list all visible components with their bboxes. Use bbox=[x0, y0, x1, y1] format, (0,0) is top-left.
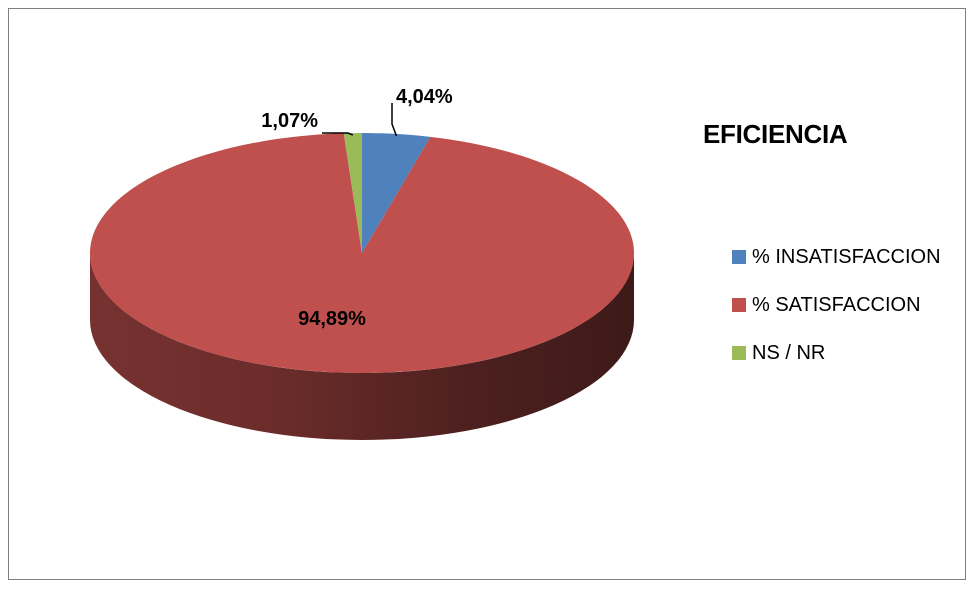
legend-label: NS / NR bbox=[752, 341, 826, 364]
legend-swatch bbox=[732, 250, 746, 264]
pie-slice-insatisfaccion bbox=[362, 133, 431, 253]
pie-side-1 bbox=[90, 253, 634, 440]
pie-slice-satisfaccion bbox=[90, 133, 635, 374]
data-label-ns-nr: 1,07% bbox=[261, 110, 318, 132]
pie-chart: 4,04% 94,89% 1,07% bbox=[90, 86, 635, 440]
legend: % INSATISFACCION % SATISFACCION NS / NR bbox=[732, 244, 941, 388]
legend-label: % SATISFACCION bbox=[752, 293, 921, 316]
leader-line-insatisfaccion bbox=[391, 103, 398, 137]
legend-swatch bbox=[732, 298, 746, 312]
pie-slice-ns-nr bbox=[343, 133, 362, 253]
legend-item-satisfaccion: % SATISFACCION bbox=[732, 292, 941, 318]
chart-title: EFICIENCIA bbox=[703, 119, 848, 149]
data-label-insatisfaccion: 4,04% bbox=[396, 86, 453, 108]
legend-item-insatisfaccion: % INSATISFACCION bbox=[732, 244, 941, 270]
chart-area: 4,04% 94,89% 1,07% EFICIENCIA % INSATISFAC… bbox=[8, 8, 966, 580]
legend-label: % INSATISFACCION bbox=[752, 245, 941, 268]
legend-item-ns-nr: NS / NR bbox=[732, 340, 941, 366]
data-label-satisfaccion: 94,89% bbox=[298, 308, 366, 330]
legend-swatch bbox=[732, 346, 746, 360]
leader-line-ns-nr bbox=[322, 132, 354, 136]
